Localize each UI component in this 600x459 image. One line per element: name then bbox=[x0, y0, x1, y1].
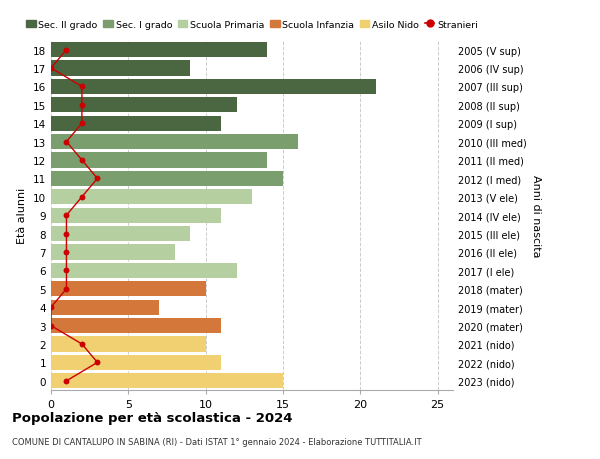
Point bbox=[46, 65, 56, 73]
Text: COMUNE DI CANTALUPO IN SABINA (RI) - Dati ISTAT 1° gennaio 2024 - Elaborazione T: COMUNE DI CANTALUPO IN SABINA (RI) - Dat… bbox=[12, 437, 422, 446]
Bar bbox=[51, 374, 283, 388]
Point bbox=[77, 120, 87, 128]
Point bbox=[77, 84, 87, 91]
Bar bbox=[51, 80, 376, 95]
Point bbox=[62, 230, 71, 238]
Point bbox=[46, 322, 56, 330]
Bar bbox=[51, 172, 283, 186]
Bar bbox=[51, 43, 268, 58]
Bar bbox=[51, 98, 236, 113]
Point bbox=[77, 102, 87, 109]
Bar bbox=[51, 245, 175, 260]
Point bbox=[62, 249, 71, 256]
Bar bbox=[51, 355, 221, 370]
Bar bbox=[51, 319, 221, 333]
Bar bbox=[51, 208, 221, 223]
Point bbox=[62, 139, 71, 146]
Point bbox=[77, 157, 87, 164]
Point bbox=[92, 359, 102, 366]
Y-axis label: Età alunni: Età alunni bbox=[17, 188, 28, 244]
Bar bbox=[51, 300, 159, 315]
Y-axis label: Anni di nascita: Anni di nascita bbox=[530, 174, 541, 257]
Point bbox=[62, 212, 71, 219]
Point bbox=[62, 285, 71, 293]
Bar bbox=[51, 190, 252, 205]
Point bbox=[77, 194, 87, 201]
Point bbox=[62, 267, 71, 274]
Bar bbox=[51, 227, 190, 241]
Point bbox=[46, 304, 56, 311]
Point bbox=[62, 47, 71, 54]
Bar bbox=[51, 337, 206, 352]
Bar bbox=[51, 263, 236, 278]
Bar bbox=[51, 135, 298, 150]
Point bbox=[92, 175, 102, 183]
Legend: Sec. II grado, Sec. I grado, Scuola Primaria, Scuola Infanzia, Asilo Nido, Stran: Sec. II grado, Sec. I grado, Scuola Prim… bbox=[26, 21, 478, 30]
Bar bbox=[51, 282, 206, 297]
Point bbox=[62, 377, 71, 385]
Bar bbox=[51, 153, 268, 168]
Bar bbox=[51, 117, 221, 131]
Bar bbox=[51, 62, 190, 76]
Point bbox=[77, 341, 87, 348]
Text: Popolazione per età scolastica - 2024: Popolazione per età scolastica - 2024 bbox=[12, 411, 293, 424]
